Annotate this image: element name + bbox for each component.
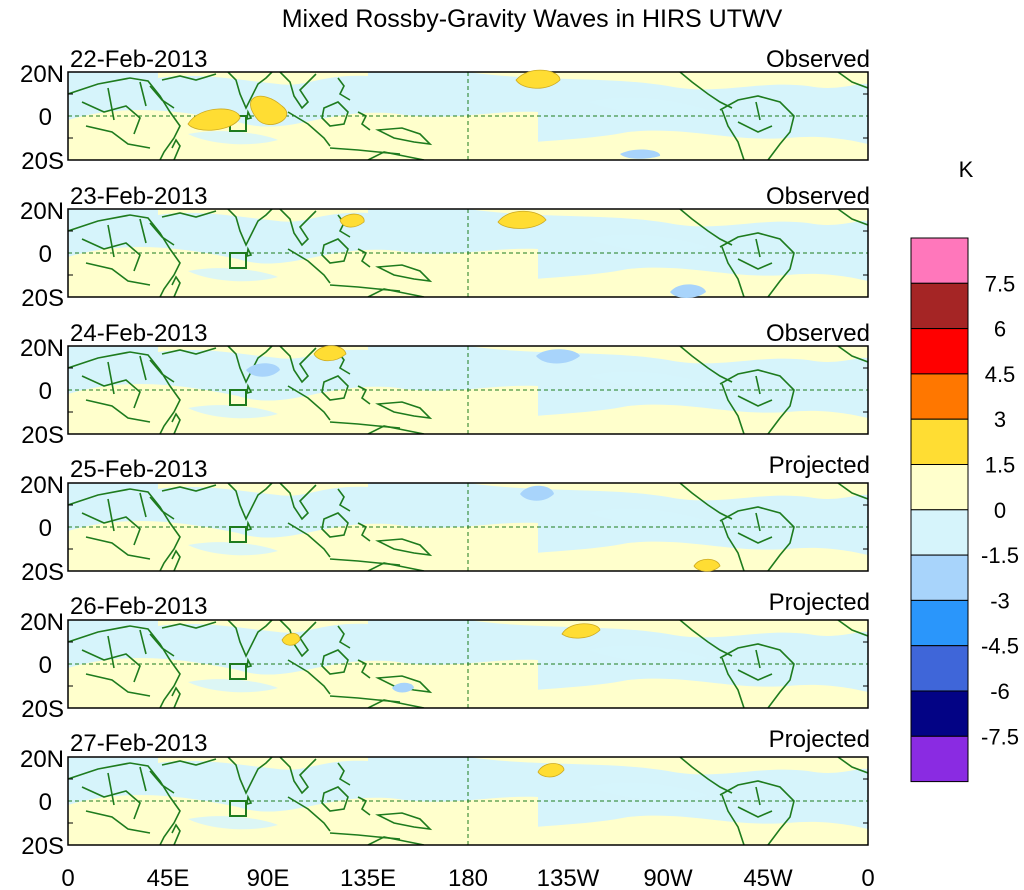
- lat-label: 20N: [20, 61, 64, 88]
- lon-label: 0: [861, 865, 874, 890]
- anomaly-blob: [281, 623, 601, 646]
- colorbar-boxes: [910, 237, 969, 783]
- colorbar-swatch: [910, 554, 969, 601]
- lon-label: 90W: [643, 865, 693, 890]
- map-panel-4: 25-Feb-2013 Projected: [68, 452, 870, 571]
- panel-date-3: 24-Feb-2013: [70, 320, 207, 347]
- colorbar-swatch: [910, 373, 969, 420]
- panel-status-5: Projected: [769, 589, 870, 616]
- colorbar-label: 4.5: [985, 362, 1016, 387]
- lat-label: 20S: [21, 285, 64, 312]
- anomaly-blob: [693, 558, 721, 572]
- panel-status-6: Projected: [769, 726, 870, 753]
- lat-label: 0: [39, 104, 52, 131]
- panel-status-3: Observed: [766, 320, 870, 347]
- anomaly-blob: [187, 69, 561, 131]
- anomaly-blob: [520, 485, 554, 501]
- figure-title: Mixed Rossby-Gravity Waves in HIRS UTWV: [282, 5, 783, 33]
- colorbar-labels: 7.5 6 4.5 3 1.5 0 -1.5 -3 -4.5 -6 -7.5: [981, 271, 1019, 749]
- colorbar-label: -1.5: [981, 543, 1019, 568]
- colorbar-label: 1.5: [985, 453, 1016, 478]
- colorbar-label: 7.5: [985, 271, 1016, 296]
- lat-label: 20N: [20, 472, 64, 499]
- colorbar-label: 6: [994, 317, 1006, 342]
- map-panel-3: 24-Feb-2013 Observed: [68, 320, 870, 434]
- panel-date-5: 26-Feb-2013: [70, 593, 207, 620]
- map-panel-6: 27-Feb-2013 Projected: [68, 726, 870, 845]
- lat-label: 20S: [21, 148, 64, 175]
- lat-label: 20S: [21, 696, 64, 723]
- anomaly-blob: [670, 284, 706, 298]
- lon-label: 135W: [537, 865, 600, 890]
- colorbar-label: -6: [990, 679, 1010, 704]
- lat-label: 20S: [21, 559, 64, 586]
- colorbar-swatch: [910, 237, 969, 284]
- panel-date-1: 22-Feb-2013: [70, 46, 207, 73]
- lon-label: 45E: [147, 865, 190, 890]
- colorbar-label: 0: [994, 498, 1006, 523]
- anomaly-blob: [246, 349, 580, 377]
- lat-label: 0: [39, 515, 52, 542]
- colorbar-swatch: [910, 464, 969, 511]
- lon-label: 180: [448, 865, 488, 890]
- panel-status-4: Projected: [769, 452, 870, 479]
- lat-label: 20N: [20, 335, 64, 362]
- lat-label: 0: [39, 378, 52, 405]
- colorbar-unit: K: [959, 157, 974, 182]
- lon-label: 0: [61, 865, 74, 890]
- lon-label: 45W: [743, 865, 793, 890]
- anomaly-blob: [537, 763, 565, 778]
- colorbar-swatch: [910, 735, 969, 783]
- colorbar: K 7.5 6 4.5 3 1.5 0 -1.5 -3 -4.5 -6 -7.5: [910, 157, 1019, 783]
- lat-label: 0: [39, 652, 52, 679]
- panel-status-2: Observed: [766, 183, 870, 210]
- colorbar-swatch: [910, 599, 969, 647]
- map-panel-2: 23-Feb-2013 Observed: [68, 183, 870, 298]
- colorbar-swatch: [910, 509, 969, 556]
- lon-labels: 0 45E 90E 135E 180 135W 90W 45W 0: [61, 865, 874, 890]
- colorbar-label: -3: [990, 588, 1010, 613]
- panel-date-4: 25-Feb-2013: [70, 456, 207, 483]
- colorbar-swatch: [910, 328, 969, 375]
- map-panel-5: 26-Feb-2013 Projected: [68, 589, 870, 708]
- colorbar-swatch: [910, 282, 969, 330]
- anomaly-blob: [620, 149, 661, 159]
- lon-label: 90E: [247, 865, 290, 890]
- colorbar-label: -7.5: [981, 724, 1019, 749]
- map-panel-1: 22-Feb-2013 Observed: [68, 46, 870, 160]
- colorbar-swatch: [910, 645, 969, 692]
- lat-label: 0: [39, 789, 52, 816]
- lat-label: 20S: [21, 422, 64, 449]
- colorbar-label: 3: [994, 407, 1006, 432]
- colorbar-label: -4.5: [981, 634, 1019, 659]
- panel-date-2: 23-Feb-2013: [70, 183, 207, 210]
- lon-label: 135E: [340, 865, 396, 890]
- colorbar-swatch: [910, 418, 969, 466]
- panel-status-1: Observed: [766, 46, 870, 73]
- colorbar-swatch: [910, 690, 969, 737]
- panel-date-6: 27-Feb-2013: [70, 730, 207, 757]
- lat-label: 20N: [20, 609, 64, 636]
- lat-label: 0: [39, 241, 52, 268]
- lat-label: 20S: [21, 833, 64, 860]
- anomaly-blob: [392, 682, 414, 693]
- anomaly-blob: [339, 210, 547, 229]
- lat-labels: 20N 0 20S 20N 0 20S 20N 0 20S 20N 0 20S …: [20, 61, 64, 860]
- lat-label: 20N: [20, 746, 64, 773]
- anomaly-blob: [313, 345, 347, 362]
- lat-label: 20N: [20, 198, 64, 225]
